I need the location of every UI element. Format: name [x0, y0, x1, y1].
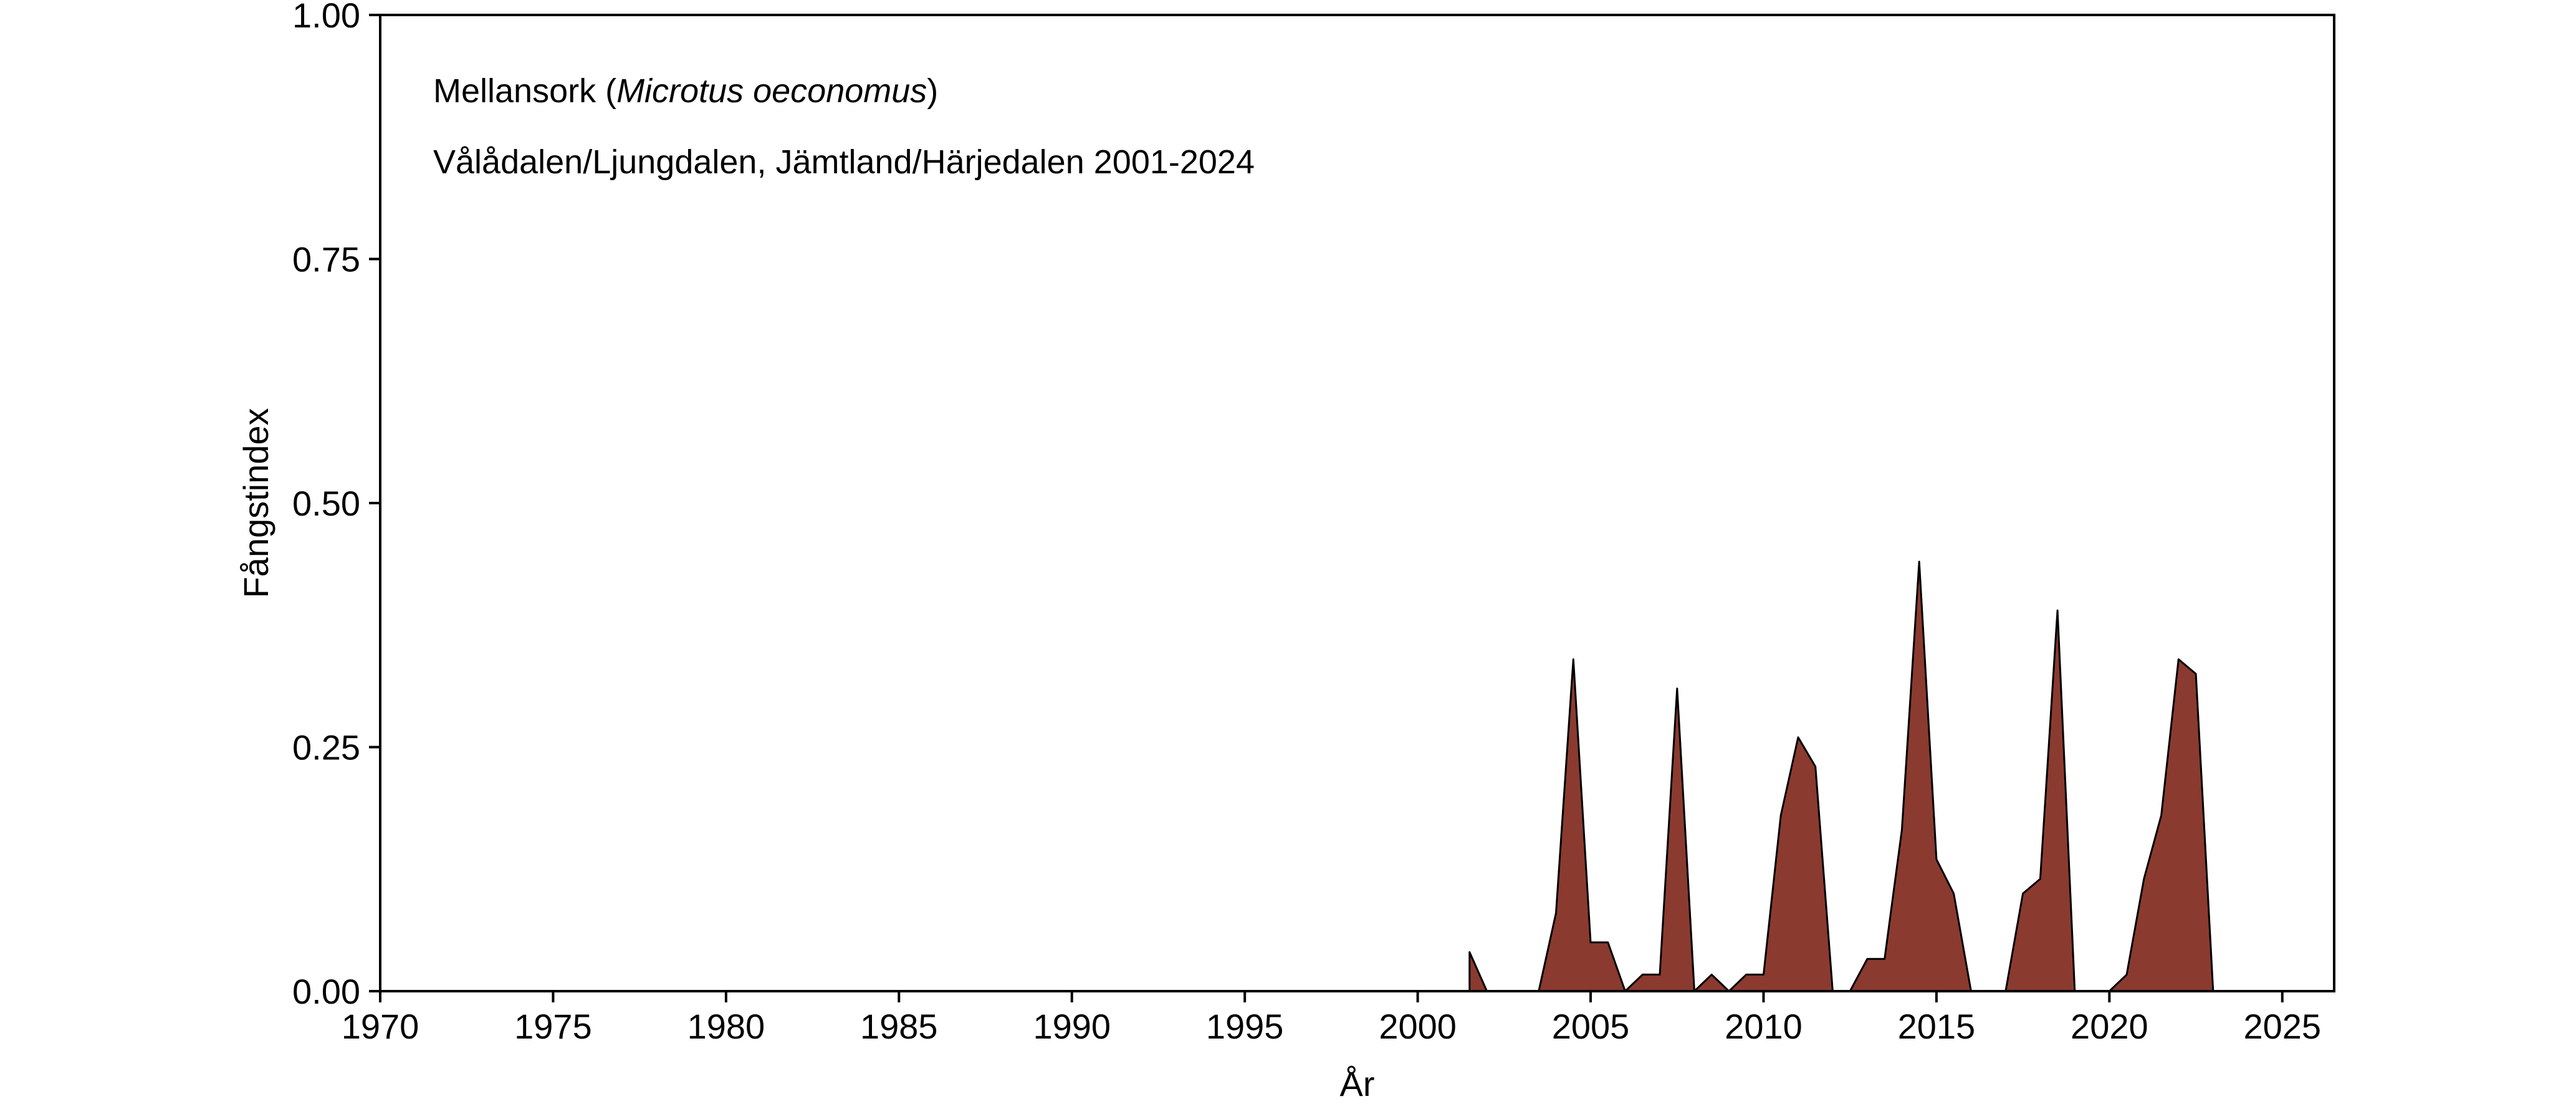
area-series	[1468, 560, 2214, 992]
y-tick-label: 0.25	[292, 728, 360, 767]
x-tick-label: 2025	[2243, 1007, 2321, 1046]
y-axis-label: Fångstindex	[236, 408, 275, 598]
x-tick-label: 2010	[1725, 1007, 1803, 1046]
x-axis-label: År	[1340, 1064, 1375, 1103]
area-segment-3	[1849, 560, 1972, 992]
x-tick-label: 1970	[342, 1007, 419, 1046]
location-annotation: Vålådalen/Ljungdalen, Jämtland/Härjedale…	[433, 143, 1255, 181]
x-tick-label: 2020	[2071, 1007, 2148, 1046]
y-tick-label: 0.50	[292, 484, 360, 523]
x-tick-label: 2000	[1379, 1007, 1457, 1046]
y-tick-label: 0.00	[292, 972, 360, 1011]
species-latin-name: Microtus oeconomus	[616, 72, 927, 110]
species-annotation: Mellansork (Microtus oeconomus)	[433, 72, 938, 110]
x-tick-label: 2015	[1898, 1007, 1976, 1046]
x-axis: 1970 1975 1980 1985 1990 1995 2000 2005 2010 2015…	[342, 991, 2321, 1046]
area-segment-2	[1538, 658, 1834, 992]
y-axis: 0.00 0.25 0.50 0.75 1.00	[292, 0, 380, 1011]
y-tick-label: 1.00	[292, 0, 360, 35]
area-segment-4	[2004, 609, 2076, 992]
area-segment-5	[2108, 658, 2214, 992]
x-tick-label: 1990	[1033, 1007, 1111, 1046]
area-segment-1	[1468, 951, 1488, 992]
x-tick-label: 2005	[1552, 1007, 1630, 1046]
x-tick-label: 1985	[860, 1007, 938, 1046]
x-tick-label: 1995	[1206, 1007, 1284, 1046]
x-tick-label: 1975	[514, 1007, 592, 1046]
y-tick-label: 0.75	[292, 240, 360, 279]
species-paren-close: )	[927, 72, 938, 110]
x-tick-label: 1980	[687, 1007, 765, 1046]
species-common-name: Mellansork (	[433, 72, 616, 110]
